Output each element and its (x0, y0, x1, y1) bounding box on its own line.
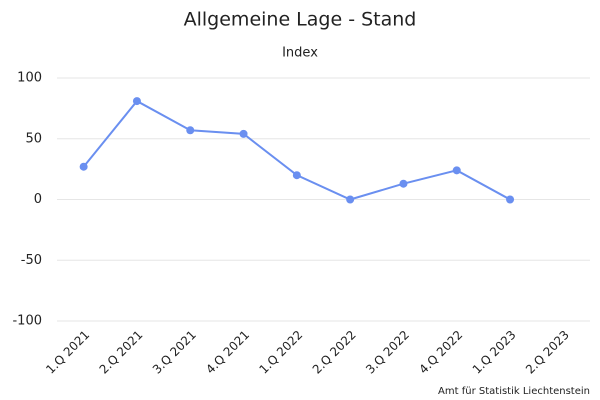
x-tick-label: 2.Q 2023 (523, 328, 572, 377)
x-tick-label: 1.Q 2021 (43, 328, 92, 377)
point (292, 171, 301, 180)
x-tick-label: 2.Q 2022 (310, 328, 359, 377)
x-tick-label: 2.Q 2021 (97, 328, 146, 377)
credit: Amt für Statistik Liechtenstein (438, 386, 590, 397)
x-tick-label: 3.Q 2021 (150, 328, 199, 377)
point (239, 129, 248, 138)
x-tick-label: 4.Q 2022 (416, 328, 465, 377)
point (452, 166, 461, 175)
y-tick-label: 0 (34, 192, 42, 207)
x-tick-label: 3.Q 2022 (363, 328, 412, 377)
y-tick-label: -100 (12, 314, 42, 329)
x-tick-label: 1.Q 2022 (256, 328, 305, 377)
chart-subtitle: Index (282, 46, 318, 61)
chart-title: Allgemeine Lage - Stand (184, 9, 417, 31)
point (79, 162, 88, 171)
point (506, 195, 515, 204)
point (132, 97, 141, 106)
point (399, 179, 408, 188)
point (186, 126, 195, 135)
y-tick-label: -50 (21, 253, 42, 268)
y-tick-label: 100 (17, 71, 42, 86)
y-tick-label: 50 (25, 131, 42, 146)
line (82, 99, 511, 201)
x-tick-label: 1.Q 2023 (470, 328, 519, 377)
point (346, 195, 355, 204)
x-tick-label: 4.Q 2021 (203, 328, 252, 377)
